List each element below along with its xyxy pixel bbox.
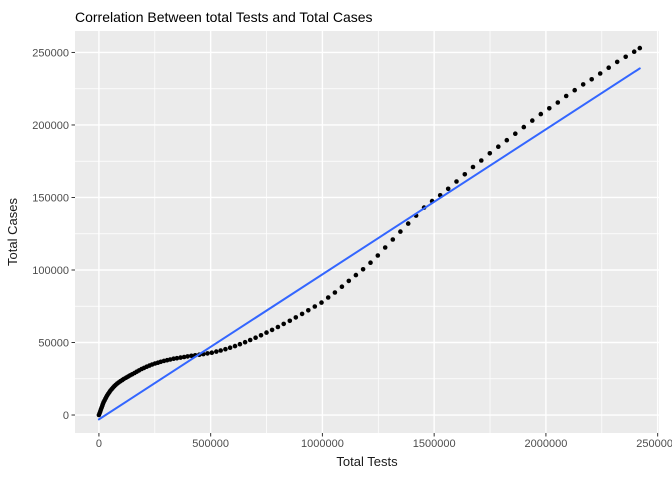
data-point — [299, 311, 305, 317]
data-point — [346, 278, 352, 284]
data-point — [504, 137, 510, 143]
data-point — [264, 330, 269, 335]
trend-line — [97, 67, 641, 421]
data-point — [547, 106, 552, 111]
plot-panel — [75, 31, 659, 433]
data-point — [293, 315, 299, 320]
data-point — [606, 65, 611, 70]
data-point — [390, 237, 396, 242]
data-point — [269, 327, 275, 333]
data-point — [325, 295, 331, 300]
data-point — [275, 324, 281, 330]
data-point — [368, 260, 373, 266]
data-point — [470, 164, 476, 170]
data-point — [382, 245, 388, 250]
data-point — [405, 221, 411, 226]
data-point — [247, 337, 253, 343]
data-point — [445, 186, 451, 192]
data-point — [242, 339, 248, 345]
data-point — [174, 355, 180, 361]
data-point — [185, 354, 190, 359]
data-point — [218, 348, 223, 353]
x-tick-label: 1000000 — [301, 438, 344, 450]
data-point — [319, 300, 324, 305]
chart-title: Correlation Between total Tests and Tota… — [75, 9, 373, 25]
data-point — [513, 131, 518, 136]
data-point — [232, 343, 238, 349]
data-point — [375, 253, 381, 258]
data-point — [538, 111, 544, 117]
x-tick-label: 2000000 — [524, 438, 567, 450]
data-point — [360, 267, 366, 272]
data-point — [614, 59, 620, 65]
data-point — [205, 351, 210, 356]
data-point — [479, 158, 484, 163]
y-tick-label: 200000 — [32, 120, 69, 132]
data-point — [281, 321, 287, 327]
y-tick-label: 150000 — [32, 192, 69, 204]
data-point — [462, 172, 468, 177]
data-point — [306, 308, 311, 313]
data-point — [339, 284, 345, 290]
data-point — [580, 82, 586, 87]
data-point — [312, 304, 318, 309]
data-point — [209, 350, 215, 356]
data-point — [530, 118, 535, 123]
y-tick-label: 250000 — [32, 47, 69, 59]
data-point — [521, 124, 527, 130]
y-tick-label: 100000 — [32, 265, 69, 277]
data-point — [181, 354, 187, 360]
data-point — [214, 349, 219, 354]
y-tick-label: 50000 — [38, 338, 69, 350]
data-point — [454, 179, 459, 184]
data-point — [353, 272, 359, 278]
data-point — [178, 355, 183, 360]
data-point — [589, 77, 594, 82]
data-point — [631, 49, 637, 54]
data-point — [555, 100, 561, 105]
x-tick-label: 1500000 — [413, 438, 456, 450]
data-point — [572, 87, 577, 93]
data-point — [223, 346, 228, 352]
data-point — [237, 341, 243, 347]
data-point — [258, 333, 264, 338]
data-point — [487, 151, 493, 156]
data-point — [398, 229, 403, 234]
data-point — [623, 54, 628, 60]
y-tick-label: 0 — [63, 410, 69, 422]
data-point — [597, 71, 603, 76]
data-point — [496, 144, 501, 149]
data-point — [253, 335, 258, 341]
x-axis-title: Total Tests — [336, 454, 398, 469]
y-axis-title: Total Cases — [5, 198, 20, 266]
data-point — [227, 345, 233, 351]
data-point — [287, 318, 293, 324]
x-tick-label: 500000 — [192, 438, 229, 450]
data-point — [189, 353, 194, 359]
data-point — [637, 45, 643, 51]
data-point — [563, 93, 569, 99]
data-point — [332, 290, 338, 295]
x-tick-label: 0 — [96, 438, 102, 450]
